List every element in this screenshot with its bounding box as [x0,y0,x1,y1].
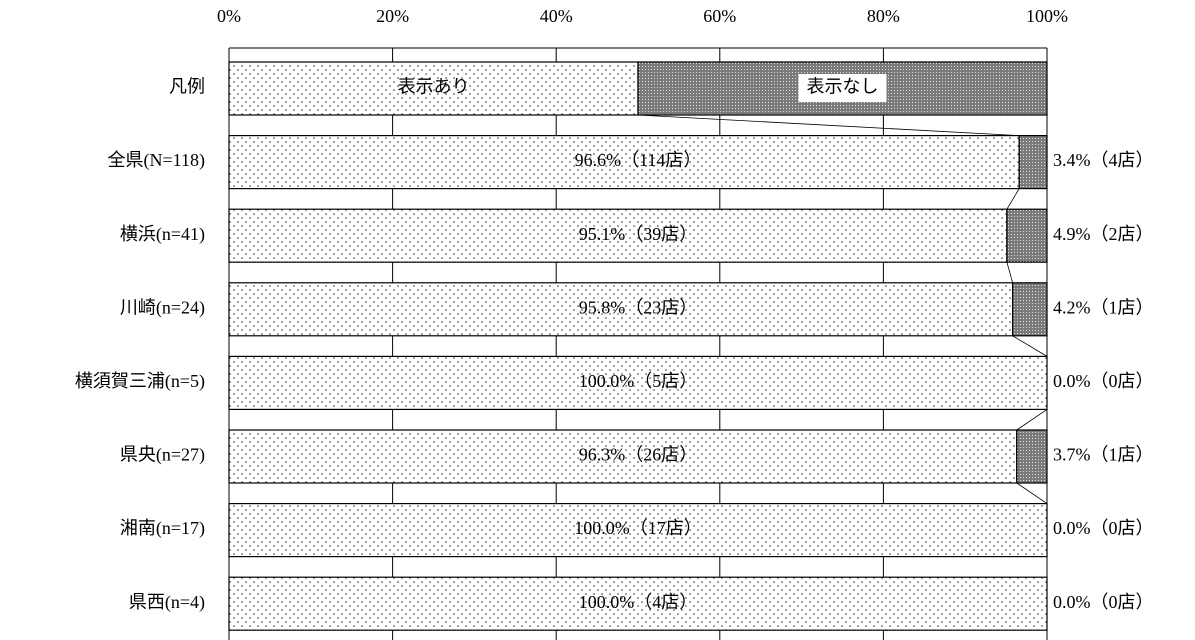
value-label: 3.7%（1店） [1053,445,1154,465]
legend-label: 表示なし [807,77,879,97]
legend-swatch [228,61,639,116]
bar-segment [228,282,1014,337]
bar-segment [228,135,1020,190]
bar-segment [228,208,1008,263]
category-label: 全県(N=118) [108,150,205,171]
bar-segment [1012,282,1048,337]
connector-line [1016,409,1048,431]
bar-segment [228,503,1048,558]
category-label: 県央(n=27) [120,445,205,466]
value-label: 96.6%（114店） [575,150,702,170]
bar-segment [1006,208,1048,263]
legend-label-bg [798,74,887,102]
x-tick-label: 100% [1026,6,1068,26]
bar-segment [228,576,1048,631]
connector-line [1012,335,1048,357]
x-tick-label: 0% [217,6,241,26]
value-label: 100.0%（17店） [574,518,702,538]
bar-segment [1018,135,1048,190]
x-tick-label: 40% [540,6,573,26]
connector-line [1006,262,1014,283]
legend-label: 表示あり [398,77,470,97]
value-label: 3.4%（4店） [1053,150,1154,170]
value-label: 0.0%（0店） [1053,518,1154,538]
legend-title: 凡例 [169,77,205,97]
category-label: 県西(n=4) [129,592,205,613]
category-label: 川崎(n=24) [120,297,205,318]
bar-segment [228,355,1048,410]
value-label: 4.9%（2店） [1053,224,1154,244]
connector-line [1006,188,1020,210]
x-tick-label: 80% [867,6,900,26]
connector-line [1016,482,1048,504]
value-label: 0.0%（0店） [1053,592,1154,612]
value-label: 4.2%（1店） [1053,297,1154,317]
value-label: 96.3%（26店） [579,445,698,465]
value-label: 95.1%（39店） [579,224,698,244]
category-label: 横浜(n=41) [120,224,205,245]
connector-line [637,114,1020,136]
bar-segment [228,429,1018,484]
x-tick-label: 20% [376,6,409,26]
category-label: 湘南(n=17) [120,518,205,539]
value-label: 0.0%（0店） [1053,371,1154,391]
value-label: 100.0%（5店） [579,371,698,391]
x-tick-label: 60% [703,6,736,26]
value-label: 100.0%（4店） [579,592,698,612]
bar-segment [1016,429,1048,484]
value-label: 95.8%（23店） [579,297,698,317]
category-label: 横須賀三浦(n=5) [75,371,205,392]
